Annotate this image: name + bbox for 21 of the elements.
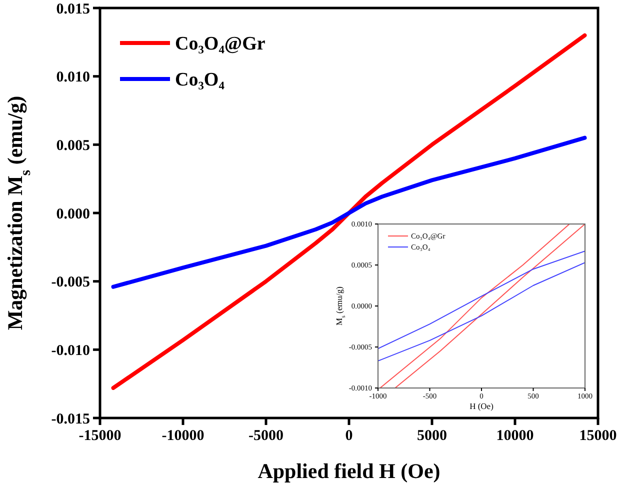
x-tick-label: 10000 bbox=[496, 428, 534, 444]
y-tick-label: 0.005 bbox=[56, 138, 90, 154]
y-tick-label: 0.000 bbox=[56, 206, 90, 222]
legend-label: Co₃O₄@Gr bbox=[175, 34, 266, 55]
x-axis-title: Applied field H (Oe) bbox=[258, 459, 440, 483]
y-tick-label: 0.015 bbox=[56, 1, 90, 18]
x-tick-label: -10000 bbox=[162, 428, 204, 444]
line-series bbox=[111, 33, 587, 390]
y-tick-label: -0.015 bbox=[51, 411, 90, 428]
line-series bbox=[380, 224, 585, 388]
x-tick-label: 0 bbox=[345, 428, 353, 444]
x-tick-label: 15000 bbox=[579, 428, 617, 444]
y-tick-label: 0.010 bbox=[56, 70, 90, 86]
y-tick-label: -0.005 bbox=[51, 274, 90, 291]
x-tick-label: -15000 bbox=[78, 428, 122, 444]
x-axis-title: H (Oe) bbox=[470, 401, 494, 411]
y-tick-label: -0.010 bbox=[51, 342, 90, 359]
legend-label: Co₃O₄ bbox=[175, 70, 225, 91]
x-tick-label: -5000 bbox=[248, 428, 284, 444]
line-series bbox=[378, 250, 585, 362]
x-tick-label: 5000 bbox=[417, 428, 447, 444]
